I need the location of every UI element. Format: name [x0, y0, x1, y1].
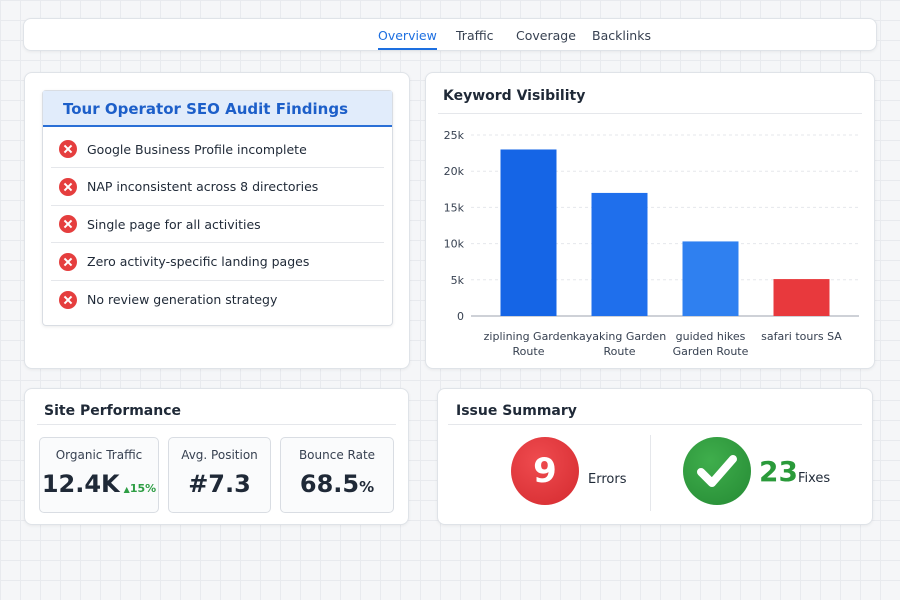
tab[interactable]: Overview: [378, 28, 437, 50]
fix-label: Fixes: [798, 471, 831, 486]
check-icon: [697, 455, 737, 487]
y-tick-label: 10k: [444, 238, 465, 251]
metric-unit: %: [359, 478, 375, 496]
finding-item: NAP inconsistent across 8 directories: [51, 169, 384, 206]
y-tick-label: 25k: [444, 129, 465, 142]
findings-box: Tour Operator SEO Audit Findings Google …: [42, 90, 393, 326]
findings-title: Tour Operator SEO Audit Findings: [43, 91, 392, 127]
performance-title: Site Performance: [44, 403, 182, 419]
error-icon: [59, 215, 77, 233]
metric-tile: Avg. Position #7.3: [168, 437, 271, 513]
error-icon: [59, 140, 77, 158]
separator: [438, 113, 862, 114]
error-badge: 9: [511, 437, 579, 505]
y-tick-label: 0: [457, 310, 464, 323]
findings-card: Tour Operator SEO Audit Findings Google …: [24, 72, 410, 369]
error-icon: [59, 290, 77, 309]
fix-badge: [683, 437, 751, 505]
bar: [773, 279, 830, 316]
metric-tile: Organic Traffic 12.4K ▲15%: [39, 437, 159, 513]
metric-label: Bounce Rate: [298, 448, 376, 462]
issues-card: Issue Summary 9 Errors 23 Fixes: [437, 388, 873, 525]
y-tick-label: 5k: [451, 274, 465, 287]
issues-title: Issue Summary: [456, 403, 577, 419]
error-icon: [59, 177, 77, 196]
chart: 0 5k 10k 15k 20k 25k: [444, 129, 859, 323]
fix-count: 23: [759, 455, 798, 488]
finding-item: Zero activity-specific landing pages: [51, 244, 384, 281]
tab[interactable]: Backlinks: [592, 28, 651, 43]
metric-label: Avg. Position: [181, 448, 258, 462]
up-arrow: ▲: [123, 485, 130, 494]
finding-item: Single page for all activities: [51, 206, 384, 243]
y-tick-label: 20k: [444, 165, 465, 178]
finding-text: Google Business Profile incomplete: [87, 141, 307, 157]
metric-value-text: 68.5: [299, 470, 360, 498]
metric-label: Organic Traffic: [55, 448, 143, 462]
metric-tile: Bounce Rate 68.5%: [280, 437, 394, 513]
finding-text: Zero activity-specific landing pages: [87, 254, 310, 269]
findings-list: Google Business Profile incomplete NAP in…: [43, 131, 392, 325]
x-tick-label: guided hikes Garden Route: [672, 330, 749, 358]
bar: [500, 149, 557, 316]
x-tick-label: safari tours SA: [761, 330, 842, 343]
bar: [591, 192, 648, 316]
finding-item: Google Business Profile incomplete: [51, 131, 384, 168]
metric-value-text: 12.4K: [41, 470, 120, 498]
separator: [37, 424, 396, 425]
divider: [650, 435, 651, 511]
error-label: Errors: [588, 472, 627, 487]
chart-card: Keyword Visibility 0 5k 10k 15k 20k 25k zipli…: [425, 72, 875, 369]
nav-bar: Overview Traffic Coverage Backlinks: [23, 18, 877, 51]
finding-text: No review generation strategy: [87, 292, 278, 307]
chart-title: Keyword Visibility: [443, 88, 586, 104]
metric-value: 68.5%: [281, 470, 393, 498]
metric-value: 12.4K ▲15%: [40, 470, 158, 498]
x-tick-label: kayaking Garden Route: [572, 330, 667, 358]
metric-value: #7.3: [188, 470, 251, 498]
finding-text: NAP inconsistent across 8 directories: [87, 179, 319, 194]
bar: [682, 241, 739, 316]
metric-change: ▲15%: [124, 482, 157, 495]
error-icon: [59, 252, 77, 271]
metric-change-text: 15%: [129, 482, 157, 495]
x-tick-label: ziplining Garden Route: [483, 330, 574, 358]
finding-text: Single page for all activities: [87, 216, 261, 232]
performance-card: Site Performance Organic Traffic 12.4K ▲1…: [24, 388, 409, 525]
separator: [448, 424, 862, 425]
finding-item: No review generation strategy: [51, 281, 384, 318]
y-tick-label: 15k: [444, 201, 465, 214]
tab[interactable]: Coverage: [516, 28, 576, 43]
tab[interactable]: Traffic: [456, 28, 494, 43]
